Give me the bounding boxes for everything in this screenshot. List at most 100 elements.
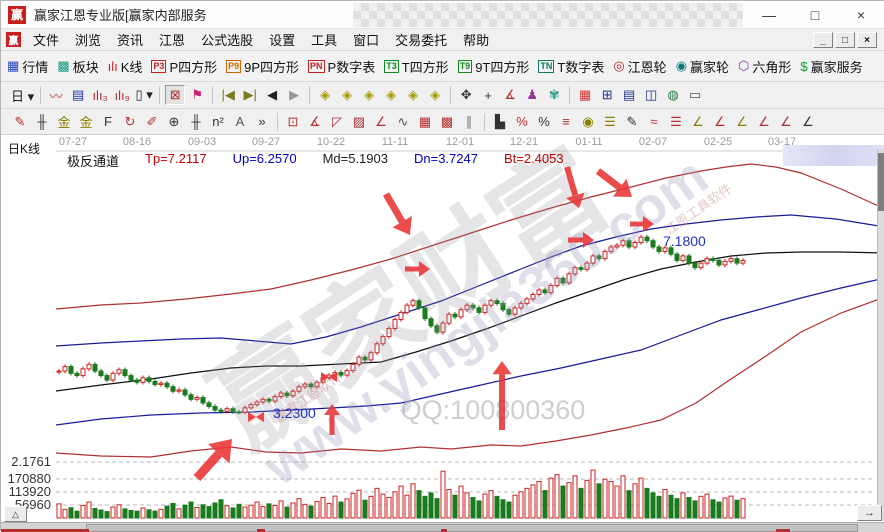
candle-style-selector[interactable]: ▯ ▾ xyxy=(135,87,153,102)
gold-circle-tool[interactable]: ◉ xyxy=(582,113,594,129)
more-tools-button[interactable]: » xyxy=(258,114,266,129)
volume-pane-expand-button[interactable]: △ xyxy=(4,506,27,522)
gold-levels-red-tool[interactable]: ☰ xyxy=(670,113,682,129)
n-square-tool[interactable]: n² xyxy=(212,114,224,129)
fan-lines-tool[interactable]: ∡ xyxy=(309,113,321,129)
menu-item-window[interactable]: 窗口 xyxy=(353,33,380,48)
close-button[interactable]: × xyxy=(851,7,871,23)
zigzag-icon[interactable]: 〰 xyxy=(49,88,63,104)
chart-pane[interactable]: 2.1761 170880 113920 56960 赢家财富 www.yingjia36… xyxy=(1,135,884,532)
pattern-icon[interactable]: ✾ xyxy=(548,87,560,102)
parallel-lines-tool[interactable]: ∥ xyxy=(465,113,473,129)
pattern-marker-toggle[interactable]: ⊠ xyxy=(165,85,186,105)
gold-ruler-1-tool[interactable]: 金 xyxy=(57,115,71,130)
angle-gold-tool[interactable]: ∠ xyxy=(736,113,748,129)
gold-levels-tool[interactable]: ☰ xyxy=(604,113,616,129)
grid-tool-2[interactable]: ▩ xyxy=(440,113,454,129)
diamond-right-button[interactable]: ◈ xyxy=(342,87,353,102)
scroll-right-button[interactable]: → xyxy=(857,505,882,521)
mdi-minimize-button[interactable]: _ xyxy=(813,32,833,48)
diamond-cross-button[interactable]: ◈ xyxy=(430,87,441,102)
menu-item-tools[interactable]: 工具 xyxy=(311,33,338,48)
elephant-icon[interactable]: ♟ xyxy=(526,87,538,102)
bars-3-icon[interactable]: ılı₃ xyxy=(92,87,108,103)
angle-f-tool[interactable]: ∠ xyxy=(714,113,726,129)
ruler-2-tool[interactable]: ╫ xyxy=(191,114,201,129)
print-icon[interactable]: ▭ xyxy=(688,87,702,102)
pane-tab-daily-kline[interactable]: 日K线 xyxy=(8,142,41,156)
winner-wheel-button[interactable]: ◉ 赢家轮 xyxy=(676,57,729,76)
menu-item-trade-order[interactable]: 交易委托 xyxy=(395,33,448,48)
box-fan-tool[interactable]: ◸ xyxy=(332,113,342,129)
notes-icon[interactable]: ▤ xyxy=(622,87,636,102)
save-icon[interactable]: ◫ xyxy=(644,87,658,102)
sectors-button[interactable]: ▩ 板块 xyxy=(57,57,98,76)
grid-tool[interactable]: ▦ xyxy=(418,113,432,129)
draw-pen-tool[interactable]: ✎ xyxy=(14,113,26,129)
mdi-restore-button[interactable]: □ xyxy=(835,32,855,48)
percent-tool[interactable]: % xyxy=(538,114,550,129)
gann-wheel-button[interactable]: ◎ 江恩轮 xyxy=(613,57,666,76)
kline-button[interactable]: ılı K线 xyxy=(108,57,143,76)
percent-line-red-tool[interactable]: % xyxy=(516,114,528,129)
angle-press-tool[interactable]: ∠ xyxy=(780,113,792,129)
t-square-button[interactable]: T3 T四方形 xyxy=(384,57,449,76)
network-icon[interactable]: ◍ xyxy=(667,87,679,102)
f-ruler-tool[interactable]: F xyxy=(104,114,112,129)
percent-levels-tool[interactable]: ≡ xyxy=(562,114,570,129)
diamond-h-expand-button[interactable]: ◈ xyxy=(364,87,375,102)
angle-j-tool[interactable]: ∠ xyxy=(692,113,704,129)
calendar-icon[interactable]: ▦ xyxy=(578,87,592,102)
candle-pen-tool[interactable]: ✎ xyxy=(626,113,638,129)
color-flag-icon[interactable]: ⚑ xyxy=(191,87,203,102)
crosshair-tool[interactable]: + xyxy=(484,87,492,103)
diamond-h-shrink-button[interactable]: ◈ xyxy=(386,87,397,102)
gold-ruler-2-tool[interactable]: 金 xyxy=(79,115,93,130)
menu-item-formula-stock-pick[interactable]: 公式选股 xyxy=(201,33,254,48)
step-back-button[interactable]: ◀ xyxy=(267,87,278,102)
rect-tool[interactable]: ⊡ xyxy=(287,113,299,129)
measure-pen-tool[interactable]: ✐ xyxy=(146,113,158,129)
maximize-button[interactable]: □ xyxy=(805,7,825,23)
t-number-table-button[interactable]: TN T数字表 xyxy=(538,57,604,76)
menu-item-gann[interactable]: 江恩 xyxy=(159,33,186,48)
vertical-scrollbar[interactable] xyxy=(877,149,884,521)
hexagon-button[interactable]: ⬡ 六角形 xyxy=(738,57,791,76)
9t-square-button[interactable]: T9 9T四方形 xyxy=(457,57,529,76)
stat-chart-tool[interactable]: ▙ xyxy=(495,113,505,129)
angle-four-tool[interactable]: ∠ xyxy=(802,113,814,129)
trend-angle-tool[interactable]: ∠ xyxy=(375,113,387,129)
period-day-selector[interactable]: 日 ▾ xyxy=(11,88,35,104)
wave-tool[interactable]: ≈ xyxy=(650,114,658,129)
box-grid-tool[interactable]: ▨ xyxy=(352,113,366,129)
diamond-left-button[interactable]: ◈ xyxy=(320,87,331,102)
jump-end-button[interactable]: ▶| xyxy=(243,87,257,102)
clipboard-icon[interactable]: ▤ xyxy=(71,87,85,102)
gann-ruler-tool[interactable]: ╫ xyxy=(37,114,47,129)
jump-start-button[interactable]: |◀ xyxy=(221,87,235,102)
vertical-scrollbar-thumb[interactable] xyxy=(878,153,884,211)
pan-hand-tool[interactable]: ✥ xyxy=(460,87,472,102)
menu-item-file[interactable]: 文件 xyxy=(33,33,60,48)
menu-item-news[interactable]: 资讯 xyxy=(117,33,144,48)
menu-item-browse[interactable]: 浏览 xyxy=(75,33,102,48)
angle-measure-tool[interactable]: ∡ xyxy=(504,87,516,102)
p-number-table-button[interactable]: PN P数字表 xyxy=(308,57,375,76)
cycle-circle-tool[interactable]: ⊕ xyxy=(168,113,180,129)
winner-service-button[interactable]: $ 赢家服务 xyxy=(800,57,862,76)
menu-item-settings[interactable]: 设置 xyxy=(269,33,296,48)
text-tool[interactable]: A xyxy=(235,114,245,129)
minimize-button[interactable]: — xyxy=(759,7,779,23)
p-square-button[interactable]: P3 P四方形 xyxy=(151,57,217,76)
step-forward-button[interactable]: ▶ xyxy=(289,87,300,102)
spiral-tool[interactable]: ↻ xyxy=(124,113,136,129)
calculator-icon[interactable]: ⊞ xyxy=(601,87,613,102)
zigzag-line-tool[interactable]: ∿ xyxy=(397,113,409,129)
quote-button[interactable]: ▦ 行情 xyxy=(7,57,48,76)
chart-canvas[interactable]: 2.176117088011392056960赢家财富www.yingjia36… xyxy=(1,135,884,532)
angle-speed-tool[interactable]: ∠ xyxy=(758,113,770,129)
menu-item-help[interactable]: 帮助 xyxy=(463,33,490,48)
diamond-all-button[interactable]: ◈ xyxy=(408,87,419,102)
bars-9-icon[interactable]: ılı₉ xyxy=(114,87,130,103)
9p-square-button[interactable]: P9 9P四方形 xyxy=(226,57,299,76)
